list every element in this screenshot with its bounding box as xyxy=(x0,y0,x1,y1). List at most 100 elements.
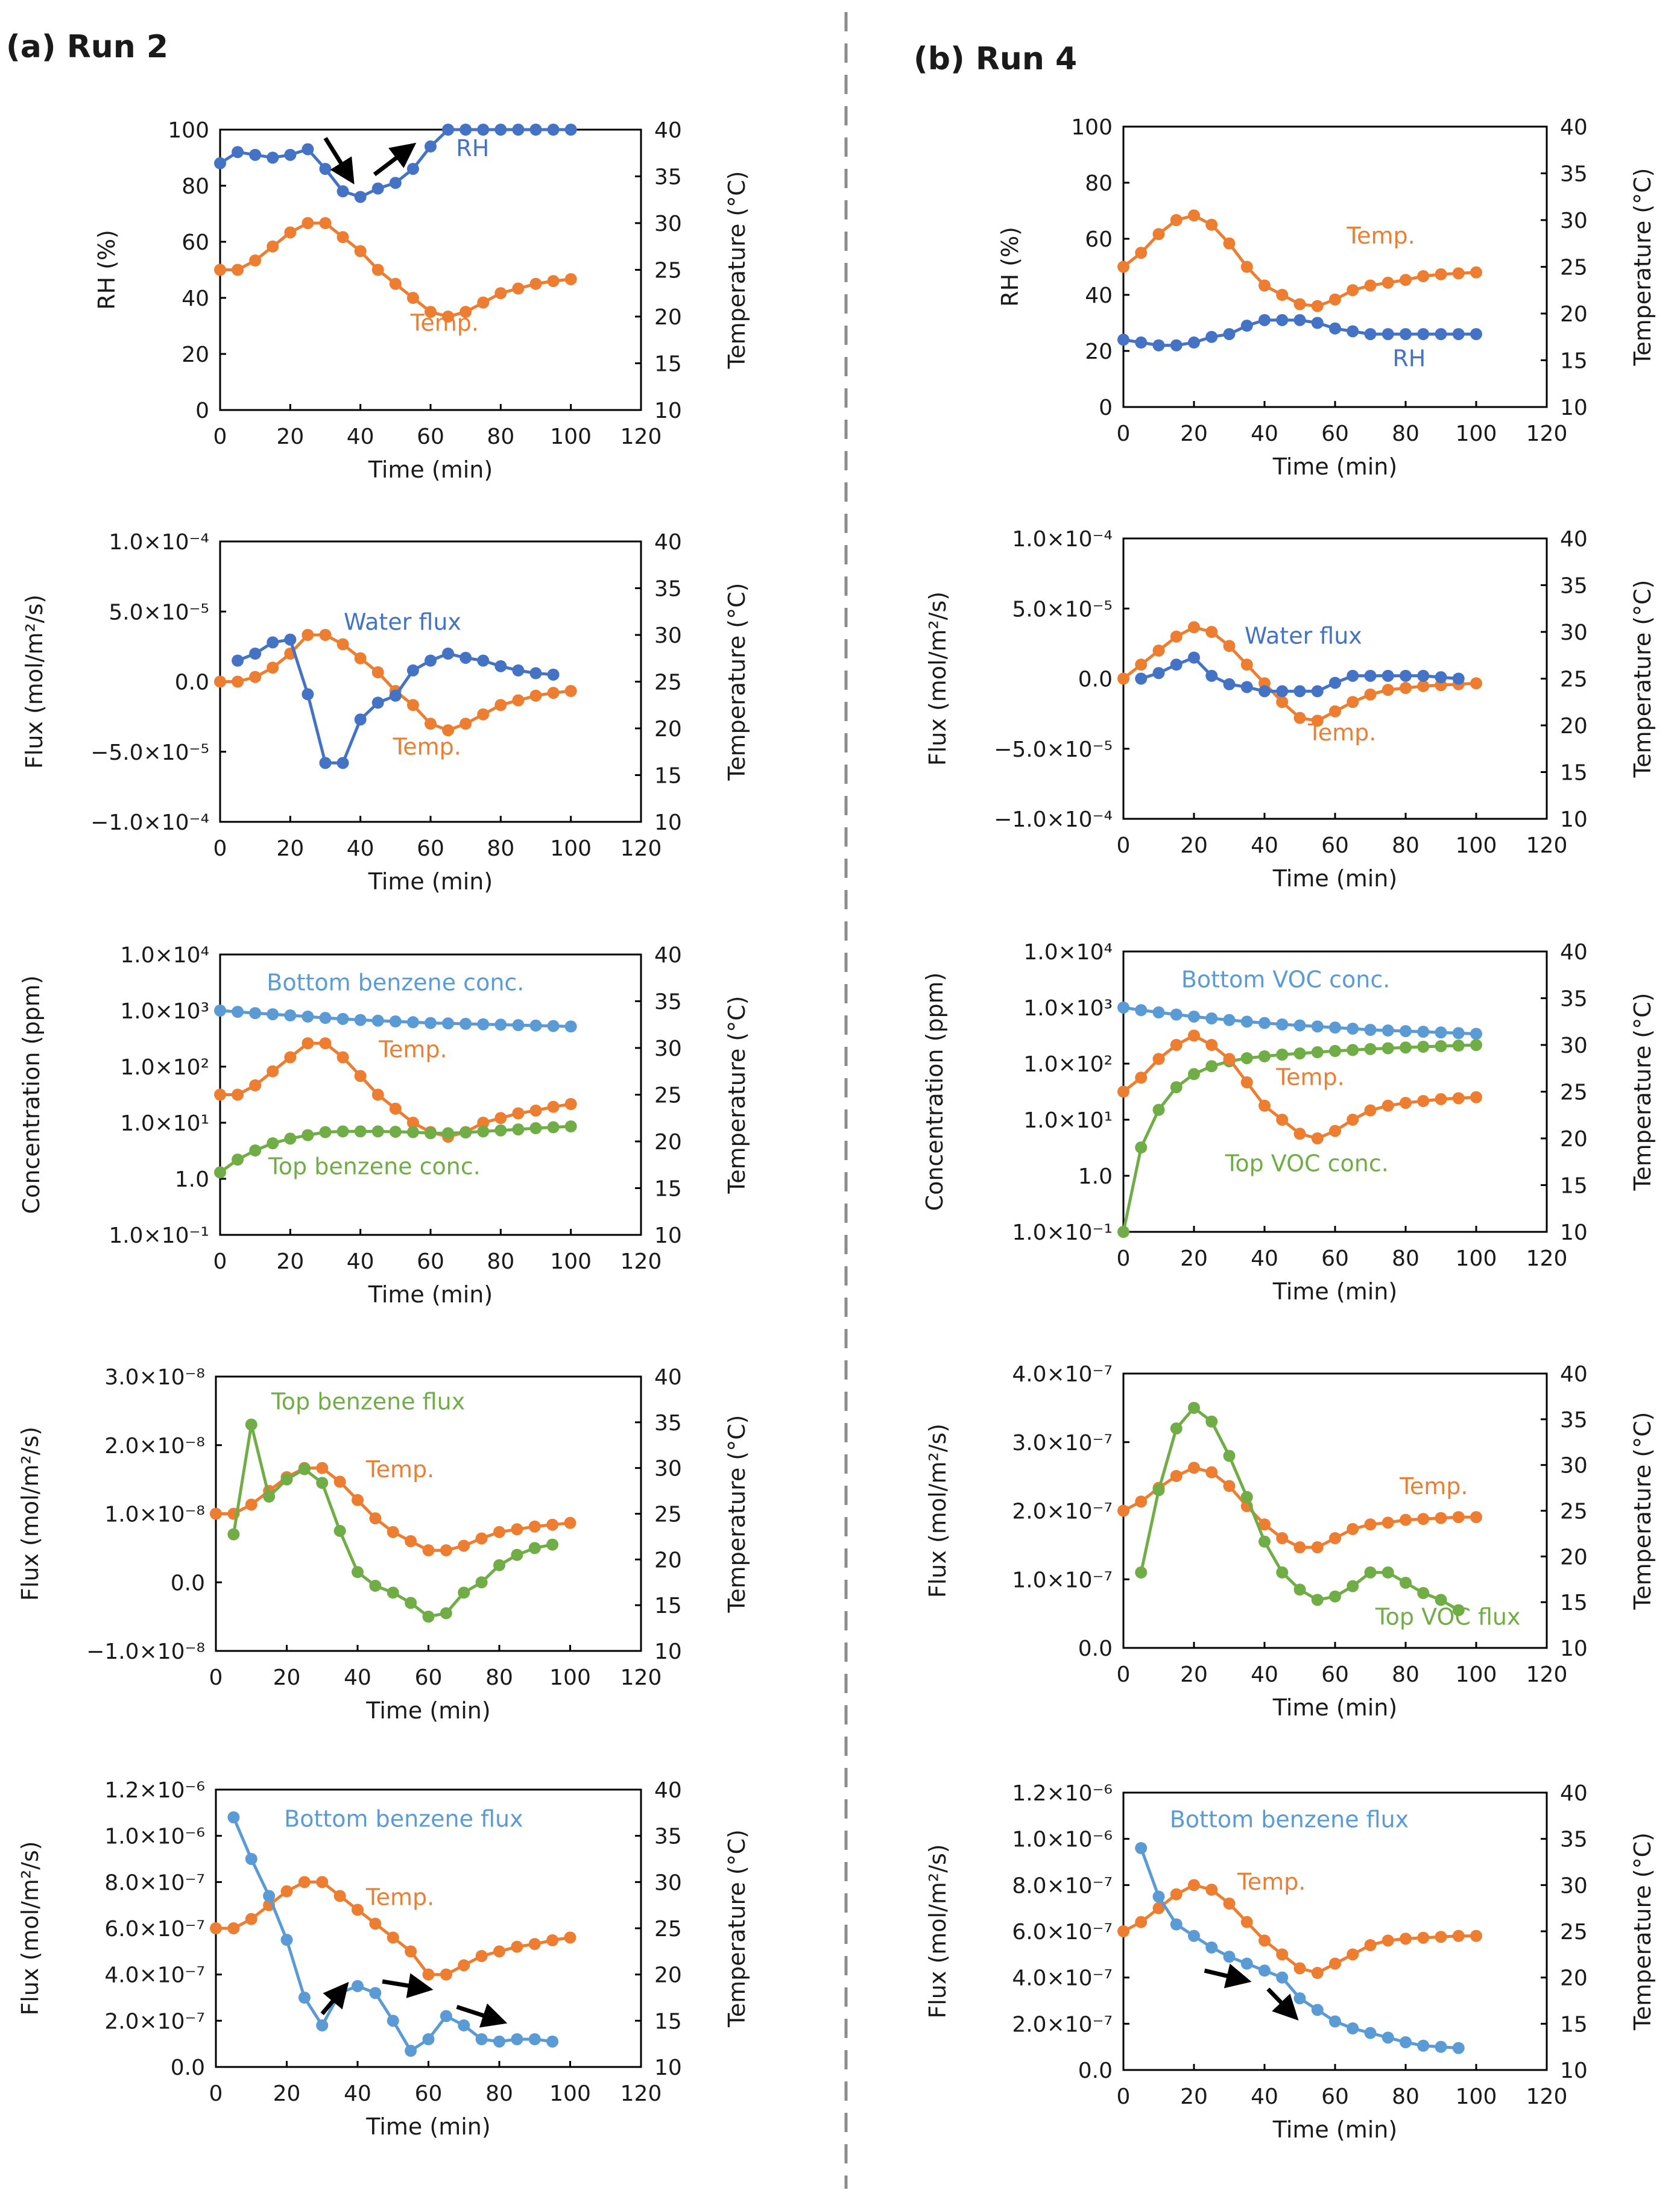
data-point xyxy=(1117,1226,1129,1238)
y-tick-label: 1.0×10³ xyxy=(120,999,209,1024)
x-tick-label: 80 xyxy=(487,836,514,861)
data-point xyxy=(387,1931,399,1944)
data-point xyxy=(564,1020,577,1033)
y2-tick-label: 25 xyxy=(654,1917,682,1942)
data-point xyxy=(493,1559,505,1571)
data-point xyxy=(458,1586,470,1599)
x-tick-label: 0 xyxy=(1117,833,1131,858)
data-point xyxy=(371,666,384,678)
y2-tick-label: 15 xyxy=(654,764,682,789)
data-point xyxy=(1470,1039,1482,1052)
y2-tick-label: 20 xyxy=(1560,1127,1588,1152)
data-point xyxy=(232,1153,244,1166)
data-point xyxy=(263,1890,276,1902)
x-tick-label: 40 xyxy=(1251,2084,1278,2109)
data-point xyxy=(302,1011,314,1023)
data-point xyxy=(319,163,332,175)
data-point xyxy=(1382,1024,1394,1037)
data-point xyxy=(494,699,507,711)
series-bottom-benzene-conc- xyxy=(214,1005,577,1033)
data-point xyxy=(1347,284,1359,297)
data-point xyxy=(511,1940,523,1953)
series-top-benzene-conc- xyxy=(214,1120,577,1179)
x-tick-label: 0 xyxy=(213,424,227,449)
y-tick-label: 1.0×10⁴ xyxy=(1023,940,1113,965)
data-point xyxy=(1276,1566,1289,1579)
y-tick-label: 1.0 xyxy=(1078,1164,1113,1189)
data-point xyxy=(352,1566,364,1579)
y2-tick-label: 20 xyxy=(1560,714,1588,739)
series-label: Temp. xyxy=(1307,719,1376,746)
data-point xyxy=(511,1523,523,1536)
data-point xyxy=(406,1126,419,1138)
y-tick-label: 1.0 xyxy=(175,1167,209,1192)
data-point xyxy=(547,1121,560,1134)
data-point xyxy=(249,1079,262,1091)
data-point xyxy=(1311,715,1324,727)
data-point xyxy=(1135,1495,1148,1508)
y2-tick-label: 35 xyxy=(654,990,682,1015)
data-point xyxy=(284,226,297,239)
y-tick-label: 1.0×10⁻⁴ xyxy=(1012,527,1113,552)
y2-tick-label: 40 xyxy=(1560,527,1588,552)
plot-frame xyxy=(219,953,642,1236)
series-rh xyxy=(1117,314,1482,352)
data-point xyxy=(1364,328,1377,341)
data-point xyxy=(547,687,560,699)
y2-tick-label: 10 xyxy=(654,399,682,423)
data-point xyxy=(1152,1484,1165,1497)
x-tick-label: 60 xyxy=(1321,1662,1349,1687)
data-point xyxy=(369,1512,382,1525)
x-tick-label: 20 xyxy=(1180,833,1208,858)
y-tick-label: 100 xyxy=(168,118,209,143)
trend-arrow xyxy=(373,142,417,177)
data-point xyxy=(512,1019,525,1032)
data-point xyxy=(406,699,419,711)
x-axis-label: Time (min) xyxy=(368,1281,493,1308)
x-tick-label: 40 xyxy=(1251,1662,1278,1687)
series-temp- xyxy=(1117,1879,1482,1979)
data-point xyxy=(1452,1040,1465,1052)
data-point xyxy=(1205,1039,1218,1051)
data-point xyxy=(214,157,226,169)
data-point xyxy=(477,1018,490,1030)
x-axis-label: Time (min) xyxy=(1272,1694,1397,1721)
data-point xyxy=(1347,696,1359,708)
y2-tick-label: 10 xyxy=(1560,1220,1588,1245)
data-point xyxy=(1329,1532,1341,1544)
series-bottom-benzene-flux xyxy=(1135,1842,1465,2054)
x-tick-label: 120 xyxy=(621,1249,662,1274)
y-axis-label: Flux (mol/m²/s) xyxy=(17,1427,43,1601)
data-point xyxy=(1276,1532,1289,1544)
series-top-benzene-flux xyxy=(227,1418,559,1623)
panel-a-heading: (a) Run 2 xyxy=(6,29,168,65)
data-point xyxy=(1417,1513,1430,1526)
data-point xyxy=(1311,1594,1324,1606)
data-point xyxy=(1170,1081,1183,1094)
data-point xyxy=(1452,1511,1465,1524)
data-point xyxy=(1117,333,1129,346)
data-point xyxy=(1400,669,1412,682)
data-point xyxy=(512,1123,525,1136)
data-point xyxy=(1258,1934,1271,1947)
data-point xyxy=(1364,2027,1377,2039)
y-tick-label: 3.0×10⁻⁷ xyxy=(1012,1431,1113,1456)
x-tick-label: 20 xyxy=(1180,1246,1208,1271)
data-point xyxy=(1329,1045,1341,1058)
data-point xyxy=(1329,1590,1341,1603)
data-point xyxy=(1152,1902,1165,1914)
data-point xyxy=(1293,1992,1306,2005)
data-point xyxy=(547,1020,560,1032)
y2-tick-label: 20 xyxy=(654,717,682,742)
data-point xyxy=(475,2033,488,2045)
data-point xyxy=(477,296,490,309)
x-axis-label: Time (min) xyxy=(1272,1278,1397,1305)
series-temp- xyxy=(214,1037,577,1143)
series-label: Top VOC conc. xyxy=(1225,1150,1389,1176)
data-point xyxy=(369,1917,382,1930)
y2-tick-label: 10 xyxy=(654,2056,682,2080)
data-point xyxy=(1452,267,1465,280)
data-point xyxy=(302,217,314,229)
x-tick-label: 20 xyxy=(276,424,304,449)
data-point xyxy=(1329,1021,1341,1034)
